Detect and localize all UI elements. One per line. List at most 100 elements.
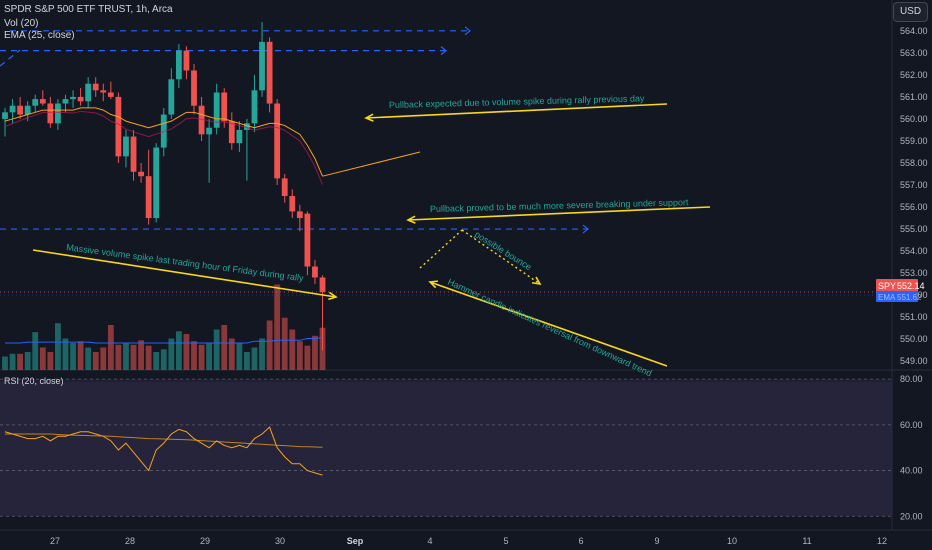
- candle-body: [251, 90, 258, 124]
- price-badges: SPY 552.14 EMA 551.62: [876, 279, 925, 302]
- candle-body: [55, 103, 61, 124]
- time-tick-label: 28: [125, 536, 135, 546]
- volume-bar: [62, 338, 69, 370]
- candle-body: [160, 114, 167, 148]
- candle-body: [92, 83, 99, 91]
- volume-bar: [9, 353, 16, 370]
- level-arrowhead-0: [582, 224, 589, 234]
- candle-body: [206, 127, 213, 135]
- volume-bar: [100, 347, 107, 370]
- arrow-hammer-candle-head: [428, 280, 439, 289]
- volume-bar: [296, 341, 303, 370]
- indicator-lines: [4, 107, 421, 185]
- trend-line: [0, 49, 21, 67]
- volume-bar: [2, 356, 8, 370]
- candle-body: [100, 90, 107, 93]
- ema-badge-label: EMA: [878, 293, 896, 302]
- volume-bar: [17, 353, 24, 370]
- level-arrowhead-1: [440, 46, 447, 56]
- price-tick-label: 564.00: [900, 26, 928, 36]
- volume-bar: [259, 338, 265, 370]
- time-tick-label: 27: [50, 536, 60, 546]
- annotation-arrows: [32, 103, 711, 367]
- rsi-ma-line: [5, 433, 323, 448]
- level-arrowhead-2: [464, 26, 471, 36]
- candle-body: [2, 112, 8, 119]
- price-tick-label: 549.00: [900, 356, 928, 366]
- candle-body: [115, 96, 122, 157]
- volume-bar: [304, 345, 311, 370]
- volume-bar: [47, 352, 54, 370]
- volume-bar: [191, 341, 197, 370]
- rsi-line: [4, 426, 323, 476]
- candle-body: [77, 96, 84, 102]
- volume-bar: [251, 347, 258, 370]
- ema-title: EMA (25, close): [4, 30, 75, 41]
- volume-bar: [123, 343, 129, 370]
- volume-legend[interactable]: Vol (20): [4, 18, 38, 29]
- time-tick-label: Sep: [347, 536, 364, 546]
- candle-body: [153, 147, 160, 219]
- volume-bar: [24, 352, 31, 370]
- candle-body: [259, 41, 265, 91]
- volume-bars: [2, 284, 326, 370]
- candle-body: [130, 136, 137, 172]
- candle-body: [236, 129, 243, 144]
- candle-body: [123, 136, 129, 157]
- volume-bar: [236, 343, 243, 370]
- candle-body: [281, 178, 288, 197]
- candle-body: [175, 50, 182, 80]
- time-tick-label: 10: [727, 536, 737, 546]
- price-tick-label: 560.00: [900, 114, 928, 124]
- time-tick-label: 11: [802, 536, 811, 546]
- ema-badge-value: 551.62: [897, 293, 922, 302]
- volume-bar: [244, 352, 250, 370]
- ema-legend[interactable]: EMA (25, close): [4, 30, 75, 41]
- volume-bar: [55, 323, 61, 370]
- price-tick-label: 556.00: [900, 202, 928, 212]
- candle-body: [191, 70, 197, 106]
- candle-body: [183, 50, 190, 71]
- volume-bar: [107, 325, 114, 370]
- volume-title: Vol (20): [4, 18, 39, 29]
- volume-bar: [160, 349, 167, 370]
- rsi-tick-label: 80.00: [900, 374, 923, 384]
- volume-bar: [213, 329, 220, 370]
- candle-body: [17, 105, 24, 115]
- arrow-bounce-down-head: [531, 276, 542, 286]
- ema-secondary-line: [4, 110, 323, 185]
- time-tick-label: 30: [275, 536, 285, 546]
- volume-bar: [266, 320, 273, 370]
- candle-body: [266, 41, 273, 104]
- candle-body: [213, 92, 220, 128]
- volume-bar: [130, 344, 137, 370]
- currency-button[interactable]: USD: [893, 2, 928, 22]
- ema-projection: [322, 151, 421, 177]
- candle-body: [244, 123, 250, 130]
- rsi-pane: [0, 378, 892, 517]
- time-tick-label: 5: [503, 536, 508, 546]
- volume-bar: [221, 325, 228, 370]
- arrow-hammer-candle: [429, 281, 668, 367]
- time-tick-label: 6: [578, 536, 583, 546]
- spy-badge-label: SPY: [878, 281, 896, 291]
- candle-body: [296, 211, 303, 219]
- candle-body: [138, 171, 144, 177]
- price-tick-label: 555.00: [900, 224, 928, 234]
- symbol-legend[interactable]: SPDR S&P 500 ETF TRUST, 1h, Arca: [4, 4, 173, 15]
- candle-body: [47, 103, 54, 124]
- time-tick-label: 29: [200, 536, 210, 546]
- volume-bar: [39, 347, 46, 370]
- price-tick-label: 563.00: [900, 48, 928, 58]
- candle-body: [145, 176, 152, 219]
- candle-body: [289, 196, 296, 212]
- price-tick-label: 550.00: [900, 334, 928, 344]
- arrow-pullback-expected: [365, 103, 668, 119]
- candle-body: [228, 121, 235, 144]
- candle-body: [304, 213, 311, 267]
- volume-bar: [168, 338, 175, 370]
- candle-body: [32, 99, 39, 106]
- rsi-label-group: RSI (20, close): [4, 376, 64, 386]
- price-tick-label: 557.00: [900, 180, 928, 190]
